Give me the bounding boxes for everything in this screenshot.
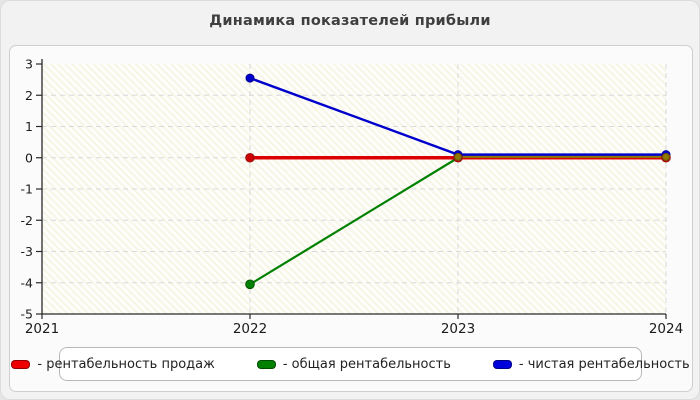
legend-item-sales-profitability: - рентабельность продаж xyxy=(11,356,215,372)
svg-text:2023: 2023 xyxy=(441,321,475,337)
svg-text:-2: -2 xyxy=(21,213,33,228)
legend-item-overall-profitability: - общая рентабельность xyxy=(256,356,451,372)
svg-text:2022: 2022 xyxy=(233,321,267,337)
legend-label: - рентабельность продаж xyxy=(37,356,215,372)
svg-text:2021: 2021 xyxy=(25,321,59,337)
sales-profitability-swatch-icon xyxy=(11,359,31,369)
net-profitability-swatch-icon xyxy=(492,359,512,369)
overall-profitability-swatch-icon xyxy=(256,359,276,369)
chart-legend: - рентабельность продаж - общая рентабел… xyxy=(11,347,690,381)
svg-text:-1: -1 xyxy=(21,182,33,197)
svg-text:3: 3 xyxy=(25,57,33,72)
svg-text:-4: -4 xyxy=(21,275,34,290)
legend-label: - чистая рентабельность xyxy=(518,356,690,372)
legend-label: - общая рентабельность xyxy=(282,356,451,372)
legend-item-net-profitability: - чистая рентабельность xyxy=(492,356,690,372)
svg-text:0: 0 xyxy=(25,150,33,165)
svg-text:2024: 2024 xyxy=(649,321,683,337)
svg-text:-3: -3 xyxy=(21,244,33,259)
chart-card: 3 2 1 0 -1 -2 -3 -4 -5 2021 2022 2023 2024 - рентабе… xyxy=(9,45,693,392)
svg-text:-5: -5 xyxy=(21,307,33,322)
svg-text:1: 1 xyxy=(25,119,33,134)
svg-text:2: 2 xyxy=(25,88,33,103)
chart-title: Динамика показателей прибыли xyxy=(209,13,491,29)
